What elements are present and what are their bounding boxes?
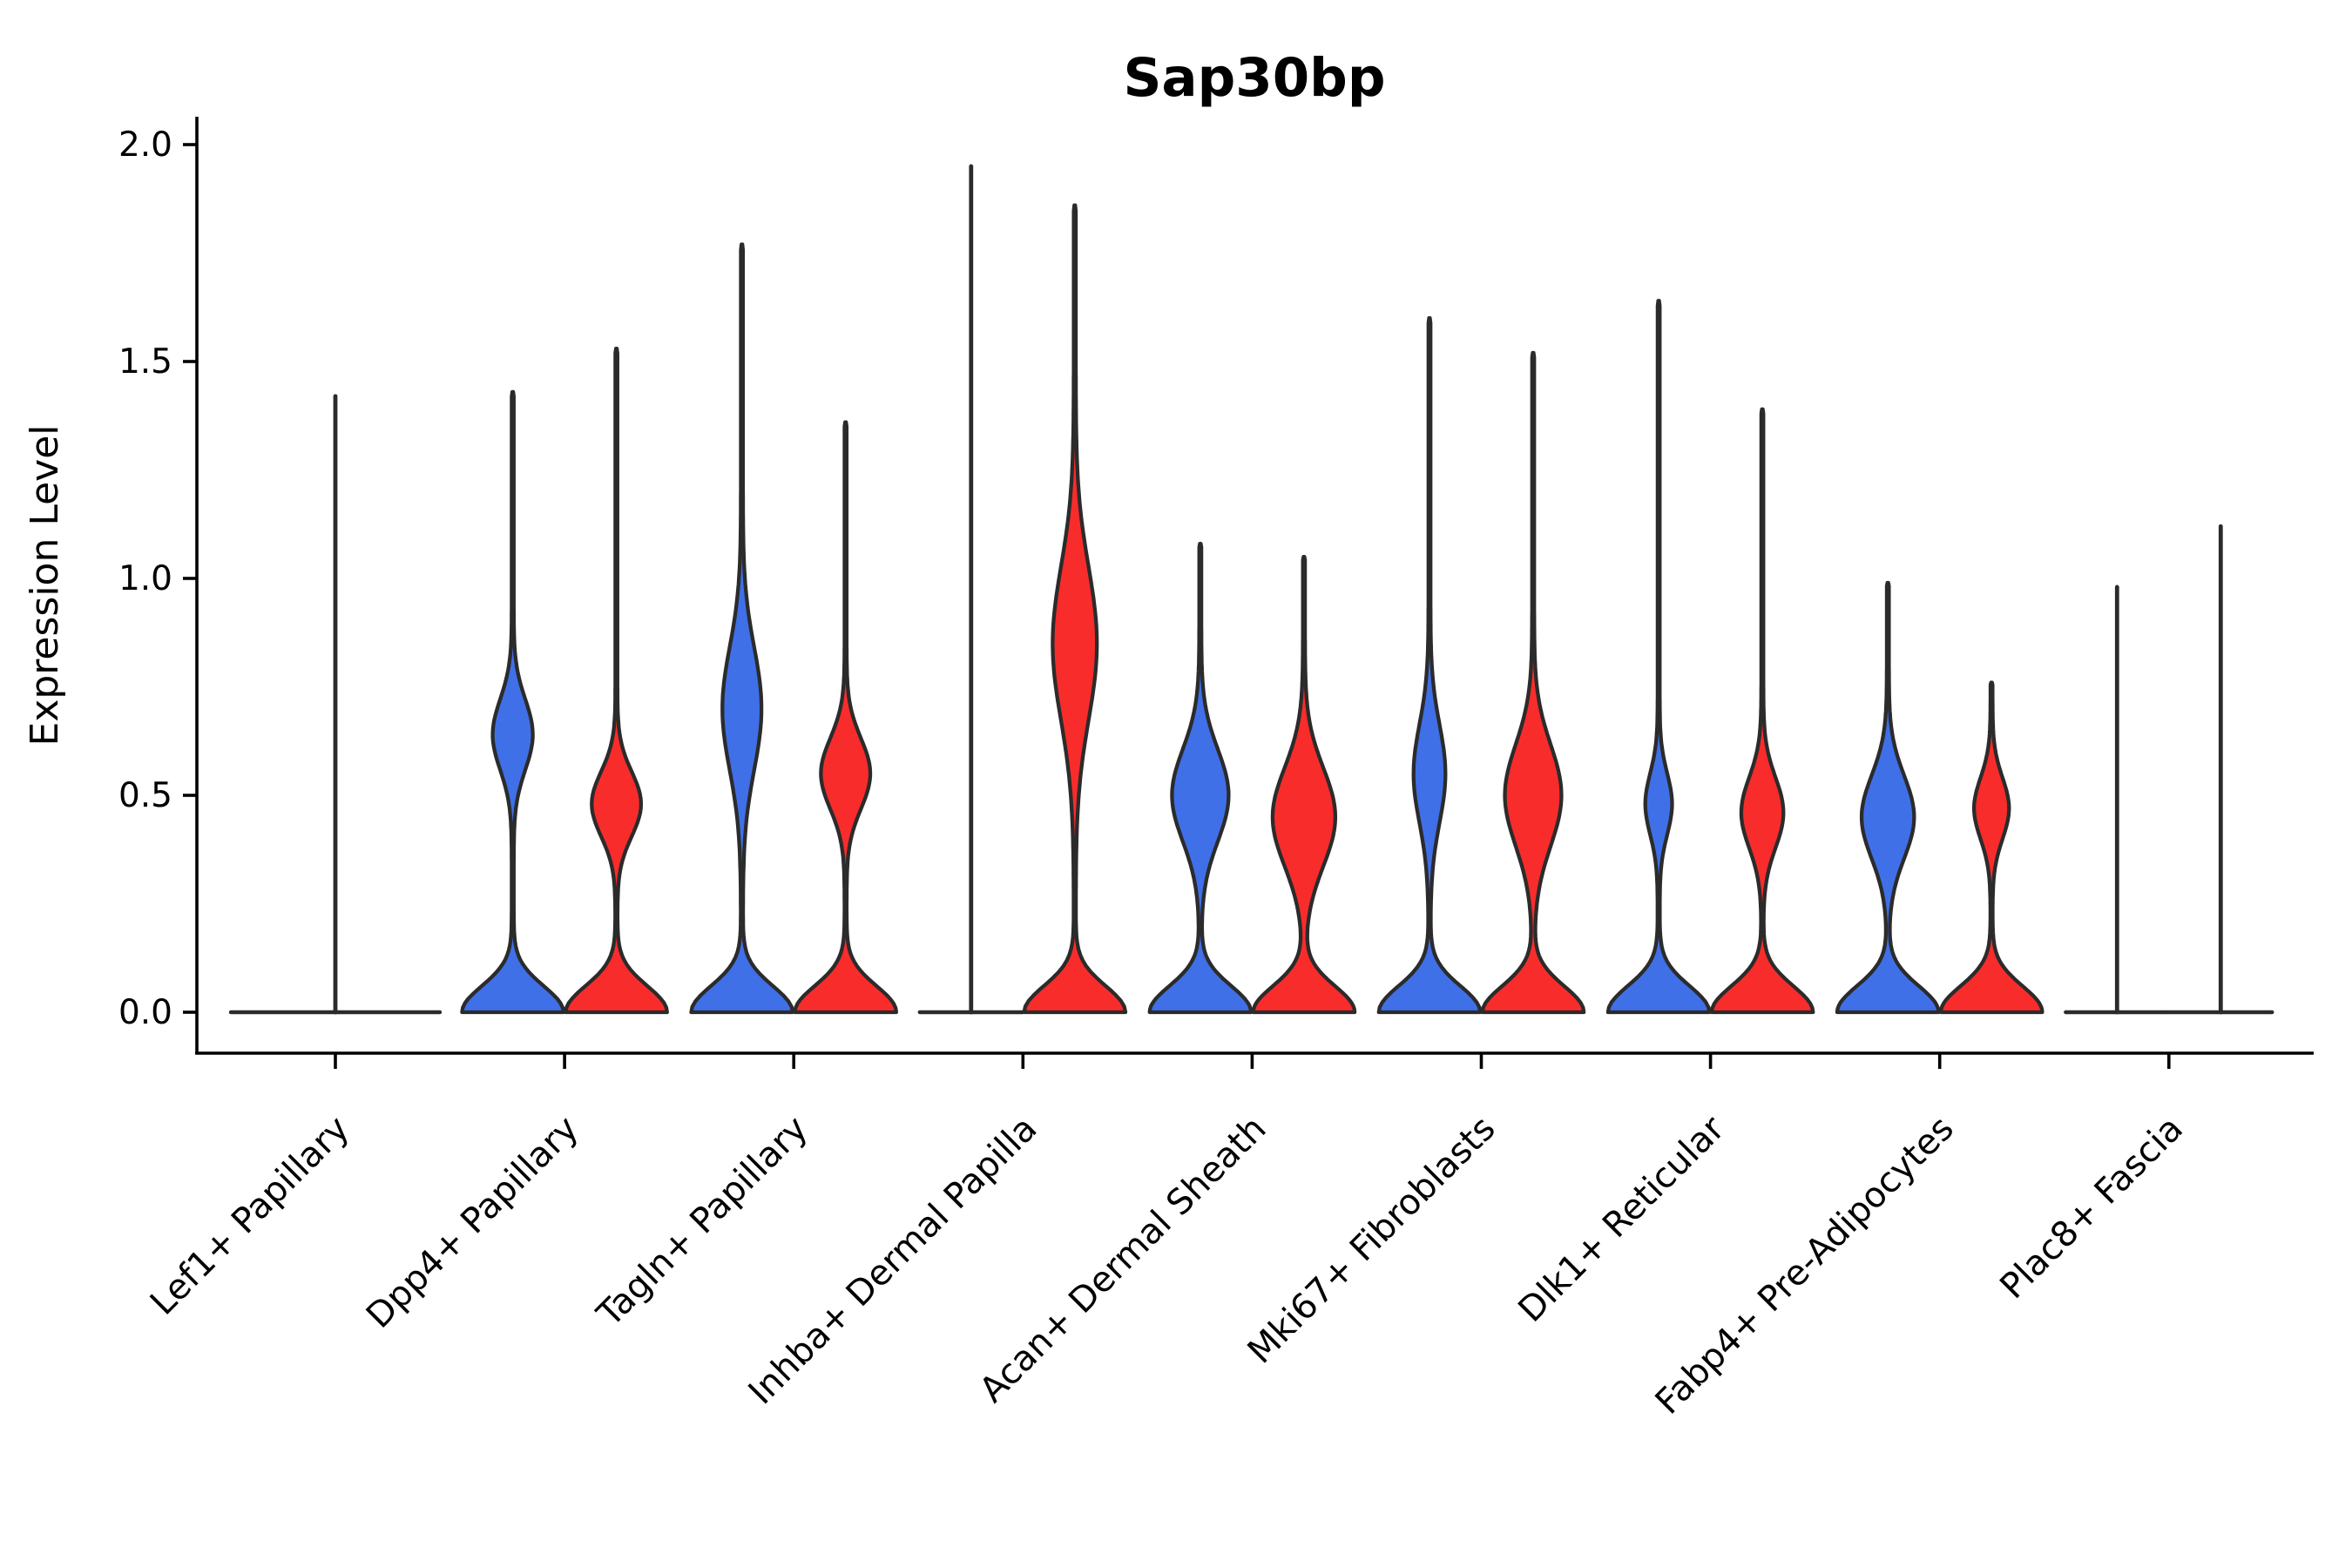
violin-fabp4-pre-adipocytes-blue	[1835, 580, 1941, 1015]
x-tick-label: Dlk1+ Reticular	[1511, 1108, 1733, 1330]
violin-dpp4-papillary-blue	[460, 389, 565, 1015]
violin-fabp4-pre-adipocytes-red	[1938, 680, 2044, 1015]
violins-layer	[228, 164, 2274, 1015]
x-tick-label: Plac8+ Fascia	[1992, 1109, 2191, 1308]
violin-dlk1-reticular-blue	[1605, 299, 1712, 1015]
violin-mki67-fibroblasts-blue	[1376, 316, 1483, 1015]
x-tick-label: Dpp4+ Papillary	[359, 1109, 586, 1336]
y-tick-label: 1.5	[118, 342, 172, 382]
violin-tagln-papillary-blue	[689, 242, 795, 1015]
x-tick-label: Mki67+ Fibroblasts	[1240, 1109, 1504, 1372]
y-tick-label: 0.0	[118, 993, 172, 1032]
violin-acan-dermal-sheath-blue	[1147, 542, 1254, 1015]
violin-acan-dermal-sheath-red	[1251, 554, 1357, 1015]
y-axis-label: Expression Level	[23, 425, 67, 747]
y-tick-label: 0.5	[118, 776, 172, 815]
violin-dlk1-reticular-red	[1709, 407, 1815, 1015]
violin-mki67-fibroblasts-red	[1480, 350, 1586, 1015]
violin-dpp4-papillary-red	[564, 346, 669, 1015]
y-tick-label: 2.0	[118, 125, 172, 165]
violin-inhba-dermal-papilla-red	[1022, 203, 1128, 1015]
violin-tagln-papillary-red	[793, 420, 899, 1015]
x-tick-label: Tagln+ Papillary	[589, 1109, 815, 1335]
x-tick-label: Lef1+ Papillary	[143, 1109, 357, 1323]
chart-title: Sap30bp	[1124, 47, 1386, 109]
y-tick-label: 1.0	[118, 559, 172, 598]
